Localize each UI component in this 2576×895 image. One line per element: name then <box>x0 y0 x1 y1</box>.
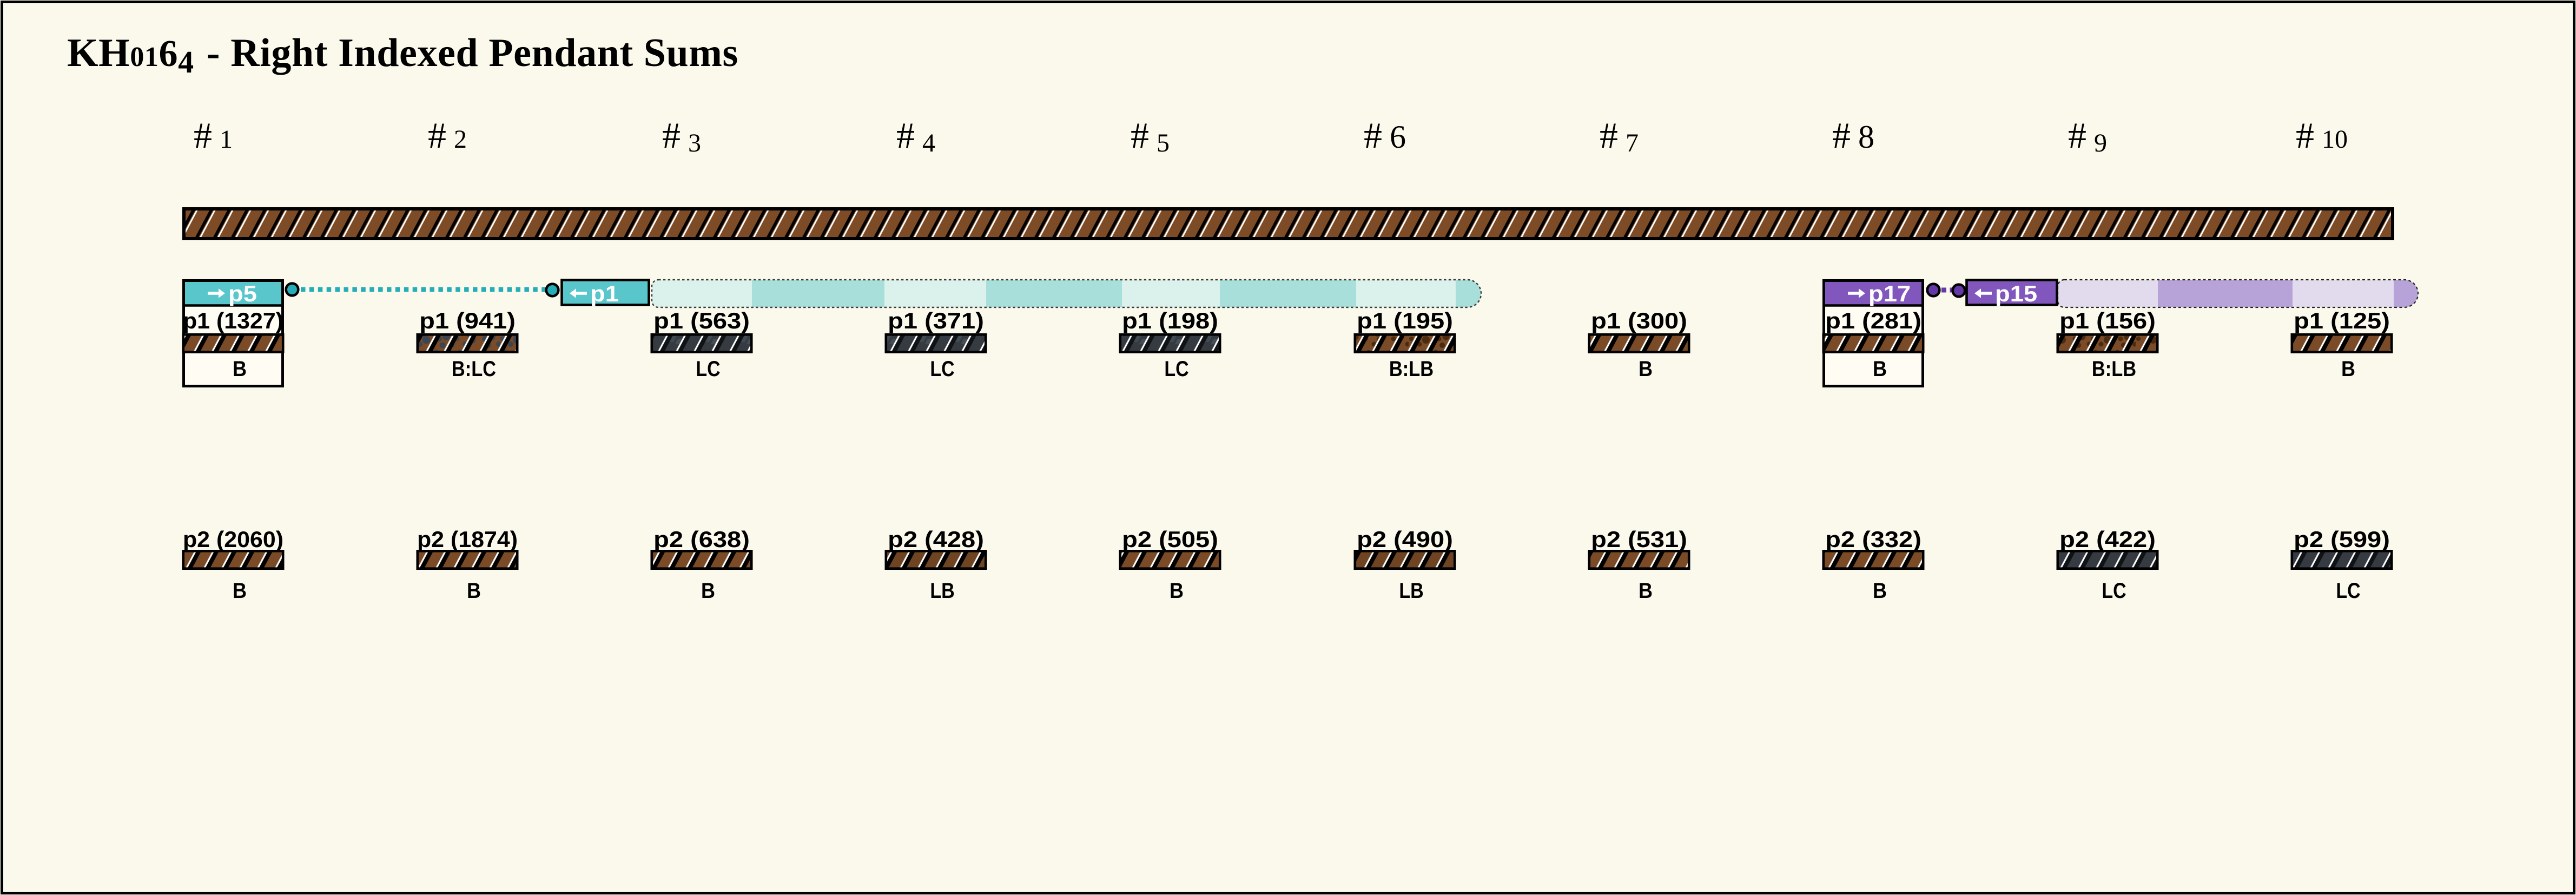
svg-text:p2 (599): p2 (599) <box>2294 527 2390 552</box>
svg-text:#3: #3 <box>662 115 701 157</box>
svg-text:p15: p15 <box>1995 281 2037 307</box>
svg-text:LC: LC <box>2102 578 2126 602</box>
svg-text:p2 (422): p2 (422) <box>2059 527 2156 552</box>
svg-text:#5: #5 <box>1131 115 1170 157</box>
svg-text:#4: #4 <box>896 115 935 157</box>
svg-text:p5: p5 <box>228 281 257 307</box>
svg-text:#8: #8 <box>1832 115 1874 156</box>
svg-text:p2 (332): p2 (332) <box>1825 527 1921 552</box>
svg-text:p1 (281): p1 (281) <box>1825 308 1921 333</box>
svg-text:LC: LC <box>2336 578 2360 602</box>
svg-text:#9: #9 <box>2068 115 2107 157</box>
svg-text:p1 (195): p1 (195) <box>1357 308 1453 333</box>
svg-text:#7: #7 <box>1600 115 1639 157</box>
svg-text:B: B <box>1170 579 1184 603</box>
svg-text:B: B <box>1639 579 1653 603</box>
svg-text:p1 (156): p1 (156) <box>2059 308 2156 333</box>
svg-text:p1 (371): p1 (371) <box>888 308 984 333</box>
svg-text:B: B <box>1873 579 1887 603</box>
svg-text:B: B <box>233 579 247 603</box>
svg-text:B: B <box>1639 357 1653 381</box>
svg-text:p1: p1 <box>590 281 619 307</box>
svg-text:LB: LB <box>1399 578 1423 602</box>
svg-text:LC: LC <box>930 356 954 380</box>
svg-text:#6: #6 <box>1364 115 1406 156</box>
svg-text:B: B <box>233 357 247 381</box>
svg-text:#10: #10 <box>2296 115 2348 156</box>
svg-text:LC: LC <box>696 356 720 380</box>
svg-text:p1 (563): p1 (563) <box>653 308 750 333</box>
svg-text:p1 (941): p1 (941) <box>419 308 516 333</box>
svg-text:KH0164 - Right Indexed Pendant: KH0164 - Right Indexed Pendant Sums <box>67 31 738 80</box>
svg-text:p1 (198): p1 (198) <box>1122 308 1218 333</box>
svg-text:B:LB: B:LB <box>1389 357 1434 381</box>
svg-text:B:LC: B:LC <box>452 357 496 381</box>
svg-text:LB: LB <box>930 578 954 602</box>
svg-text:p2 (531): p2 (531) <box>1591 527 1687 552</box>
svg-text:B: B <box>2341 357 2355 381</box>
svg-text:#2: #2 <box>428 115 467 156</box>
svg-text:p17: p17 <box>1868 281 1911 307</box>
svg-text:p2 (428): p2 (428) <box>888 527 984 552</box>
svg-text:p1 (300): p1 (300) <box>1591 308 1687 333</box>
svg-text:B:LB: B:LB <box>2092 357 2136 381</box>
svg-text:p1 (125): p1 (125) <box>2294 308 2390 333</box>
svg-text:p2 (638): p2 (638) <box>653 527 750 552</box>
svg-text:p2 (1874): p2 (1874) <box>417 527 518 551</box>
svg-text:p2 (2060): p2 (2060) <box>183 527 283 551</box>
svg-text:LC: LC <box>1164 356 1188 380</box>
svg-text:p2 (505): p2 (505) <box>1122 527 1218 552</box>
svg-text:B: B <box>701 579 715 603</box>
svg-text:B: B <box>467 579 481 603</box>
svg-text:#1: #1 <box>194 115 233 156</box>
svg-text:p2 (490): p2 (490) <box>1357 527 1453 552</box>
svg-text:p1 (1327): p1 (1327) <box>183 308 283 333</box>
svg-text:B: B <box>1873 357 1887 381</box>
